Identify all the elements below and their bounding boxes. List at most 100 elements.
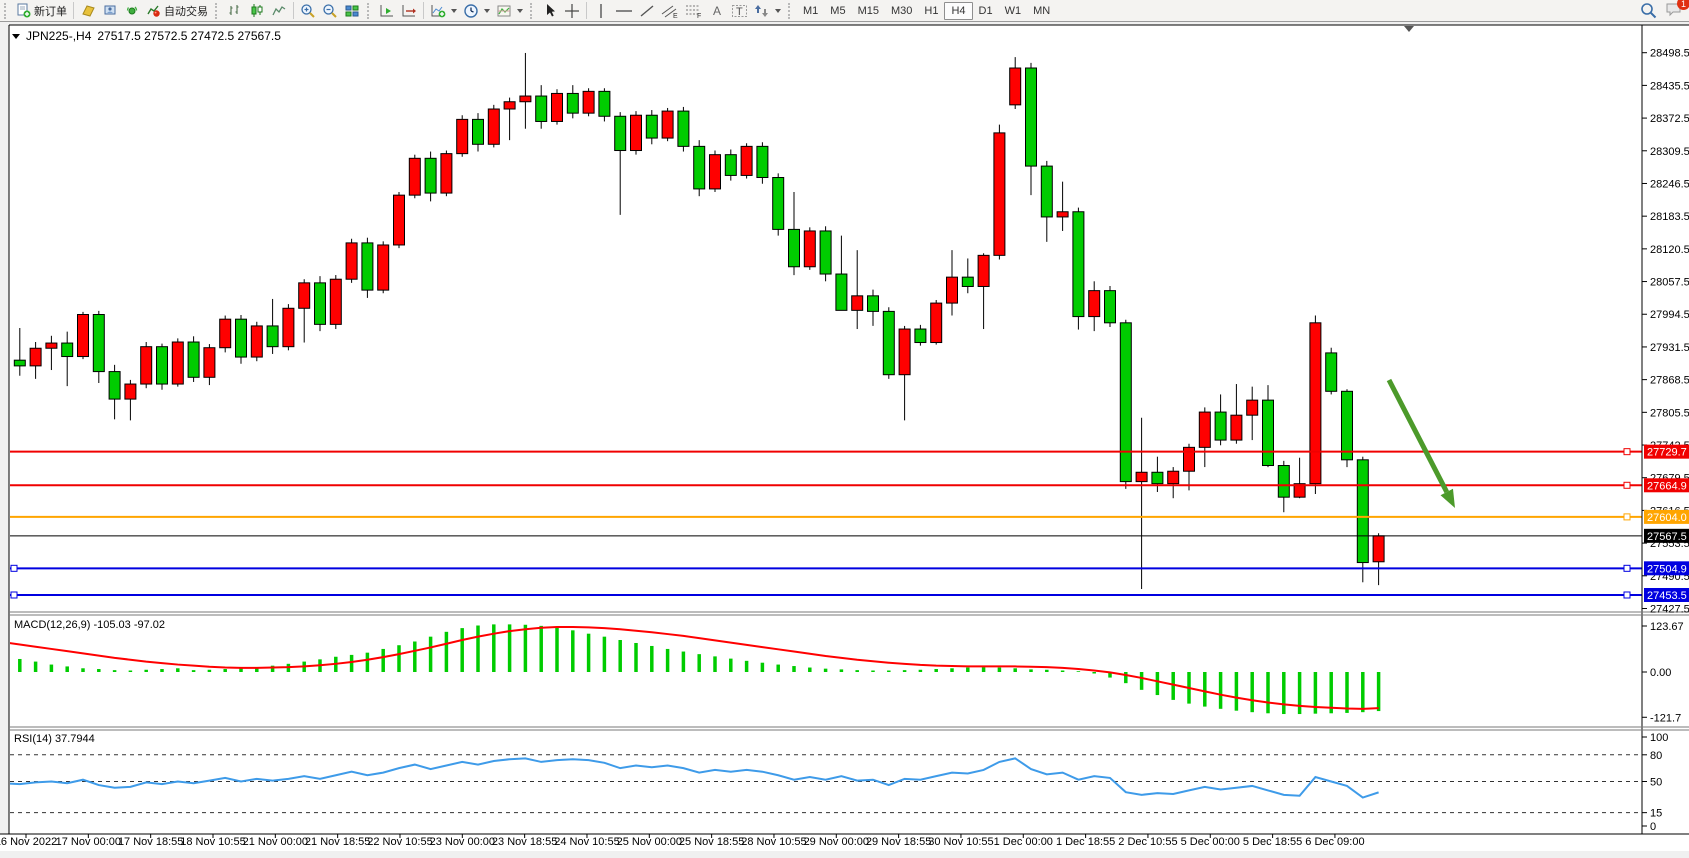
- tile-windows-button[interactable]: [341, 1, 363, 21]
- new-order-button[interactable]: 新订单: [13, 1, 70, 21]
- templates-icon: [497, 5, 511, 16]
- templates-button[interactable]: [493, 1, 526, 21]
- candle-bullish: [1183, 446, 1195, 472]
- cursor-button[interactable]: [539, 1, 561, 21]
- vertical-line-icon: [600, 3, 602, 18]
- candle-bearish: [819, 230, 832, 275]
- market-watch-icon: [81, 5, 95, 17]
- candle-bullish: [329, 278, 342, 325]
- crosshair-button[interactable]: [561, 1, 583, 21]
- candle-bullish: [1293, 483, 1306, 498]
- tab-timeframe-m5[interactable]: M5: [830, 4, 846, 17]
- tab-timeframe-m30[interactable]: M30: [890, 4, 913, 17]
- tab-timeframe-m15[interactable]: M15: [857, 4, 879, 17]
- candle-bullish: [977, 254, 990, 287]
- line-handle[interactable]: [10, 564, 18, 572]
- tab-timeframe-w1[interactable]: W1: [1004, 4, 1022, 17]
- tab-timeframe-mn[interactable]: MN: [1033, 4, 1051, 17]
- arrows-icon: [755, 4, 768, 17]
- time-tick-label: 1 Dec 18:55: [1056, 836, 1115, 848]
- candle-bearish: [867, 295, 879, 312]
- trendline-button[interactable]: [636, 1, 658, 21]
- candle-bearish: [788, 228, 800, 268]
- toolbar-grip[interactable]: [4, 2, 11, 19]
- candle-bullish: [551, 92, 563, 122]
- line-handle[interactable]: [1623, 591, 1631, 599]
- candle-bullish: [1198, 411, 1211, 448]
- vertical-line-button[interactable]: [590, 1, 612, 21]
- trend-arrow[interactable]: [1386, 378, 1449, 494]
- tab-timeframe-h4[interactable]: H4: [944, 1, 973, 20]
- tab-timeframe-d1[interactable]: D1: [978, 4, 993, 17]
- auto-scroll-button[interactable]: [376, 1, 398, 21]
- equidistant-channel-button[interactable]: E: [658, 1, 682, 21]
- candle-bullish: [219, 318, 232, 349]
- candle-bullish: [298, 282, 311, 309]
- rsi-pane[interactable]: [4, 754, 1642, 814]
- navigator-button[interactable]: [99, 1, 121, 21]
- candle-bearish: [1072, 211, 1085, 318]
- candle-bearish: [1151, 471, 1164, 485]
- rsi-line: [10, 757, 1379, 799]
- bars-chart-icon: [229, 4, 239, 15]
- candle-bearish: [314, 282, 326, 325]
- search-icon[interactable]: [1640, 2, 1657, 19]
- candlesticks[interactable]: [0, 52, 1385, 590]
- candle-bullish: [993, 132, 1006, 256]
- trendline-icon: [640, 4, 654, 17]
- chart-shift-marker[interactable]: [1404, 26, 1414, 32]
- candle-bullish: [171, 341, 184, 385]
- text-button[interactable]: A: [706, 1, 728, 21]
- candles-chart-button[interactable]: [246, 1, 268, 21]
- price-tick-label: 28057.5: [1650, 277, 1689, 289]
- market-watch-button[interactable]: [77, 1, 99, 21]
- price-tick-label: 28435.5: [1650, 80, 1689, 92]
- time-axis-background: [0, 834, 1689, 851]
- arrows-button[interactable]: [751, 1, 784, 21]
- tab-timeframe-h1[interactable]: H1: [924, 4, 939, 17]
- bars-chart-button[interactable]: [224, 1, 246, 21]
- text-label-button[interactable]: T: [728, 1, 751, 21]
- zoom-out-button[interactable]: [319, 1, 341, 21]
- candle-bullish: [29, 347, 42, 367]
- candle-bullish: [1167, 470, 1180, 485]
- line-handle[interactable]: [1623, 481, 1631, 489]
- notifications-button[interactable]: 1: [1665, 0, 1689, 20]
- line-handle[interactable]: [1623, 513, 1631, 521]
- price-tick-label: 28183.5: [1650, 211, 1689, 223]
- candle-bullish: [1135, 471, 1148, 483]
- tab-timeframe-m1[interactable]: M1: [803, 4, 819, 17]
- autotrading-button[interactable]: 自动交易: [143, 1, 211, 21]
- zoom-in-button[interactable]: [297, 1, 319, 21]
- candle-bearish: [1262, 399, 1274, 467]
- rsi-tick-label: 80: [1650, 750, 1662, 762]
- horizontal-line-button[interactable]: [612, 1, 636, 21]
- text-icon: A: [713, 4, 721, 18]
- indicators-button[interactable]: [427, 1, 460, 21]
- line-chart-button[interactable]: [268, 1, 290, 21]
- strategy-tester-icon: [126, 6, 137, 15]
- line-handle[interactable]: [1623, 448, 1631, 456]
- periods-button[interactable]: [460, 1, 493, 21]
- time-tick-label: 29 Nov 00:00: [804, 836, 869, 848]
- svg-text:T: T: [736, 6, 743, 18]
- symbol-dropdown-icon[interactable]: [12, 33, 20, 39]
- line-handle[interactable]: [10, 591, 18, 599]
- line-handle[interactable]: [1623, 564, 1631, 572]
- price-tick-label: 27868.5: [1650, 375, 1689, 387]
- fibonacci-button[interactable]: F: [682, 1, 706, 21]
- macd-signal-line: [10, 625, 1379, 710]
- equidistant-channel-icon: E: [661, 5, 678, 19]
- crosshair-icon: [565, 3, 579, 18]
- candle-bullish: [1056, 211, 1069, 218]
- strategy-tester-button[interactable]: [121, 1, 143, 21]
- chart-shift-button[interactable]: [398, 1, 420, 21]
- new-order-icon: [17, 3, 31, 18]
- time-tick-label: 5 Dec 00:00: [1181, 836, 1240, 848]
- macd-pane[interactable]: [4, 624, 1381, 715]
- time-tick-label: 21 Nov 18:55: [305, 836, 370, 848]
- svg-text:F: F: [697, 13, 701, 19]
- price-tick-label: 27994.5: [1650, 309, 1689, 321]
